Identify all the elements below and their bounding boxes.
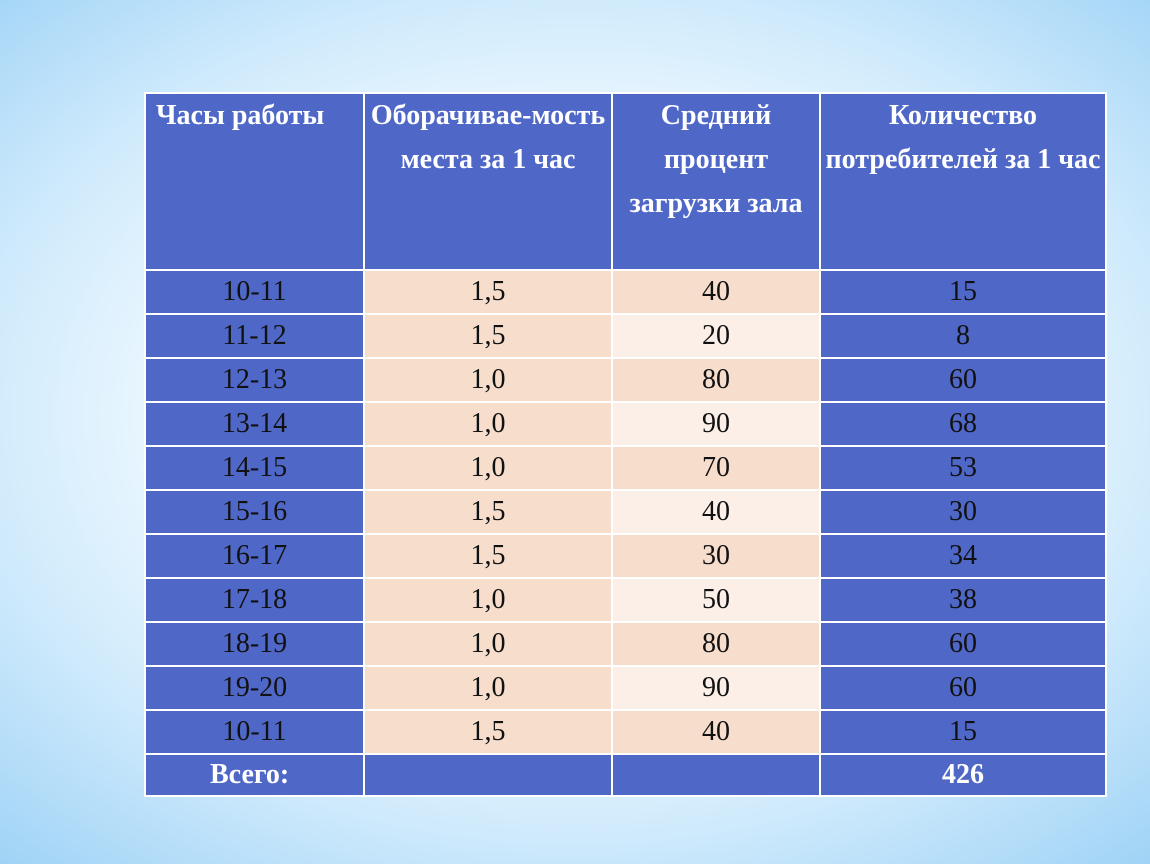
table-row: 14-15 1,0 70 53: [144, 445, 1107, 491]
table-row: 19-20 1,0 90 60: [144, 665, 1107, 711]
cell-consumers: 8: [819, 313, 1107, 359]
table-row: 18-19 1,0 80 60: [144, 621, 1107, 667]
cell-turnover: 1,5: [363, 489, 613, 535]
cell-consumers: 34: [819, 533, 1107, 579]
cell-load: 90: [611, 665, 821, 711]
cell-turnover: 1,5: [363, 533, 613, 579]
table-row: 17-18 1,0 50 38: [144, 577, 1107, 623]
table-row: 13-14 1,0 90 68: [144, 401, 1107, 447]
data-table: Часы работы Оборачивае-мость места за 1 …: [144, 92, 1107, 797]
cell-hours: 18-19: [144, 621, 365, 667]
cell-hours: 13-14: [144, 401, 365, 447]
cell-consumers: 53: [819, 445, 1107, 491]
cell-hours: 17-18: [144, 577, 365, 623]
cell-turnover: 1,0: [363, 665, 613, 711]
cell-load: 50: [611, 577, 821, 623]
cell-consumers: 15: [819, 269, 1107, 315]
cell-turnover: 1,0: [363, 577, 613, 623]
cell-load: 20: [611, 313, 821, 359]
header-consumers: Количество потребителей за 1 час: [819, 92, 1107, 271]
table-row: 15-16 1,5 40 30: [144, 489, 1107, 535]
cell-turnover: 1,0: [363, 401, 613, 447]
cell-consumers: 15: [819, 709, 1107, 755]
cell-load: 80: [611, 621, 821, 667]
cell-load: 70: [611, 445, 821, 491]
cell-hours: 15-16: [144, 489, 365, 535]
cell-turnover: 1,0: [363, 445, 613, 491]
cell-hours: 16-17: [144, 533, 365, 579]
cell-hours: 10-11: [144, 709, 365, 755]
cell-hours: 19-20: [144, 665, 365, 711]
total-load: [611, 753, 821, 797]
table-row: 10-11 1,5 40 15: [144, 269, 1107, 315]
cell-turnover: 1,5: [363, 269, 613, 315]
cell-consumers: 38: [819, 577, 1107, 623]
cell-load: 30: [611, 533, 821, 579]
cell-consumers: 60: [819, 621, 1107, 667]
table-row: 10-11 1,5 40 15: [144, 709, 1107, 755]
total-label: Всего:: [144, 753, 365, 797]
cell-load: 80: [611, 357, 821, 403]
cell-consumers: 30: [819, 489, 1107, 535]
total-row: Всего: 426: [144, 753, 1107, 797]
cell-hours: 10-11: [144, 269, 365, 315]
header-row: Часы работы Оборачивае-мость места за 1 …: [144, 92, 1107, 271]
cell-turnover: 1,5: [363, 709, 613, 755]
cell-load: 40: [611, 489, 821, 535]
cell-hours: 12-13: [144, 357, 365, 403]
table-row: 16-17 1,5 30 34: [144, 533, 1107, 579]
header-load-percent: Средний процент загрузки зала: [611, 92, 821, 271]
cell-turnover: 1,0: [363, 621, 613, 667]
cell-consumers: 60: [819, 357, 1107, 403]
cell-hours: 11-12: [144, 313, 365, 359]
data-table-container: Часы работы Оборачивае-мость места за 1 …: [144, 92, 1107, 797]
cell-load: 90: [611, 401, 821, 447]
cell-load: 40: [611, 709, 821, 755]
cell-load: 40: [611, 269, 821, 315]
cell-turnover: 1,5: [363, 313, 613, 359]
cell-consumers: 68: [819, 401, 1107, 447]
cell-consumers: 60: [819, 665, 1107, 711]
cell-turnover: 1,0: [363, 357, 613, 403]
total-consumers: 426: [819, 753, 1107, 797]
table-row: 11-12 1,5 20 8: [144, 313, 1107, 359]
cell-hours: 14-15: [144, 445, 365, 491]
header-hours: Часы работы: [144, 92, 365, 271]
total-turnover: [363, 753, 613, 797]
table-row: 12-13 1,0 80 60: [144, 357, 1107, 403]
header-turnover: Оборачивае-мость места за 1 час: [363, 92, 613, 271]
